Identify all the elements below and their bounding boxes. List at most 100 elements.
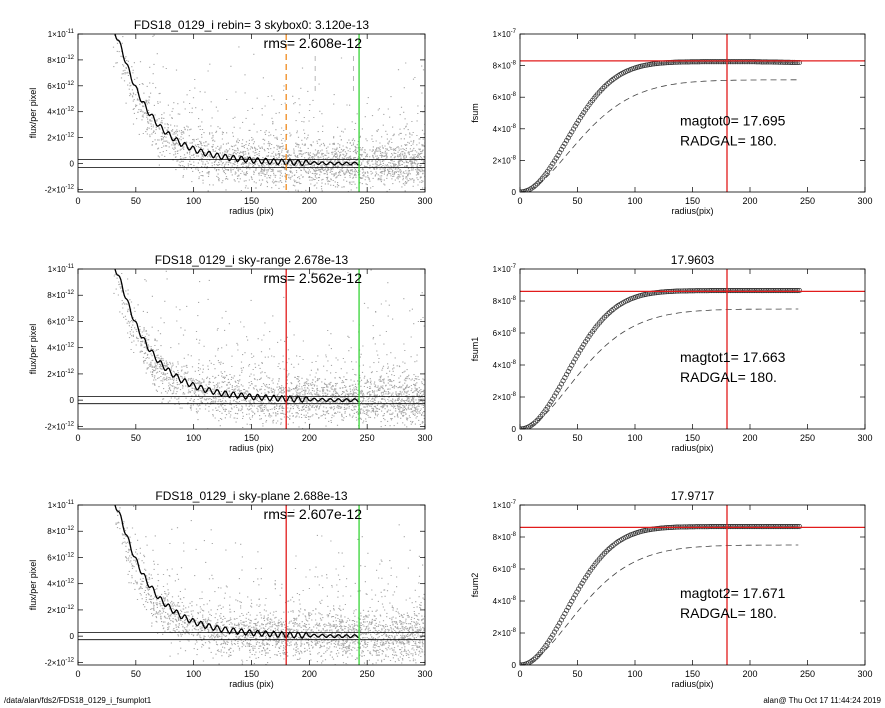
growth-point [693,524,699,530]
x-tick-label: 50 [131,433,141,443]
y-tick-label: 4×10-8 [493,360,517,370]
chart-panel-profile-3: rms= 2.607e-12 0 50 100 150 200 250 300 1×10-11 8… [28,489,433,689]
y-tick-label: 0 [512,661,517,670]
growth-point [577,115,583,121]
growth-point [550,396,556,402]
growth-point [565,135,571,141]
growth-point [750,524,756,530]
growth-point [702,524,708,530]
growth-point [655,525,661,532]
growth-point [712,288,718,294]
growth-point [651,61,658,67]
growth-point [733,288,739,294]
growth-point [653,290,659,296]
y-tick-label: 2×10-8 [493,628,517,638]
growth-point [739,524,746,530]
x-tick-label: 200 [742,196,757,206]
growth-point [764,59,770,65]
growth-point [739,59,746,65]
chart-title: FDS18_0129_i rebin= 3 skybox0: 3.120e-13 [134,18,369,32]
growth-point [555,623,561,629]
growth-point [741,524,747,530]
growth-point [695,524,701,530]
growth-point [771,288,777,294]
x-tick-label: 100 [186,196,201,206]
growth-point [788,524,794,530]
growth-point [736,59,742,65]
plot-frame [77,33,426,193]
growth-point [734,524,740,530]
growth-point [683,59,689,65]
x-tick-label: 150 [244,433,259,443]
y-tick-label: 2×10-8 [493,392,517,402]
growth-point [551,393,558,399]
growth-point [715,524,721,530]
growth-point [603,82,609,88]
growth-point [789,524,796,530]
y-tick-label: 6×10-12 [47,552,74,562]
growth-point [603,312,609,319]
y-tick-label: 0 [512,188,517,197]
growth-point [672,59,678,65]
growth-point [708,524,715,530]
growth-point [736,288,742,294]
growth-point [558,147,564,153]
growth-point [601,550,608,556]
growth-point [777,59,784,65]
growth-point [600,316,606,322]
y-tick-label: 8×10-12 [47,55,74,65]
growth-point [564,371,570,378]
growth-point [693,288,699,294]
growth-point [769,59,775,65]
y-tick-label: 6×10-8 [493,92,517,102]
y-tick-label: 1×10-11 [48,29,75,39]
growth-point [684,59,690,65]
growth-point [743,59,749,65]
growth-point [796,524,803,530]
growth-point [670,59,677,65]
growth-point [572,123,578,129]
growth-point [570,595,577,601]
y-tick-label: 4×10-8 [493,596,517,606]
y-tick-label: 4×10-8 [493,124,517,134]
x-tick-label: 300 [417,433,432,443]
growth-point [529,658,535,664]
growth-point [717,59,723,65]
growth-curve-points [520,59,803,192]
growth-point [771,524,777,530]
x-tick-label: 50 [572,196,582,206]
growth-point [565,604,571,610]
growth-point [577,347,583,353]
growth-point [752,288,758,294]
growth-point [569,598,575,604]
growth-point [608,78,614,84]
growth-point [607,79,613,85]
growth-point [738,288,744,294]
scatter-points [113,269,425,429]
growth-point [796,288,803,294]
growth-curve-dashed [520,308,799,429]
footer-path: /data/alan/fds2/FDS18_0129_i_fsumplot1 [4,696,152,705]
growth-point [581,577,587,584]
growth-point [653,526,659,532]
growth-curve-dashed [520,544,799,665]
growth-point [738,524,744,530]
y-tick-label: 2×10-12 [47,605,74,615]
growth-point [702,59,708,65]
growth-point [551,158,558,164]
growth-point [729,59,735,65]
y-tick-label: 8×10-8 [493,61,517,71]
growth-point [777,288,784,294]
growth-point [755,59,761,65]
growth-point [570,126,577,132]
x-tick-label: 0 [517,433,522,443]
growth-point [779,524,785,530]
growth-point [745,288,751,294]
growth-point [608,308,614,314]
growth-point [795,524,801,530]
x-tick-label: 150 [244,196,259,206]
growth-point [784,59,790,65]
growth-point [762,59,768,65]
growth-point [605,311,611,317]
growth-point [727,288,734,294]
